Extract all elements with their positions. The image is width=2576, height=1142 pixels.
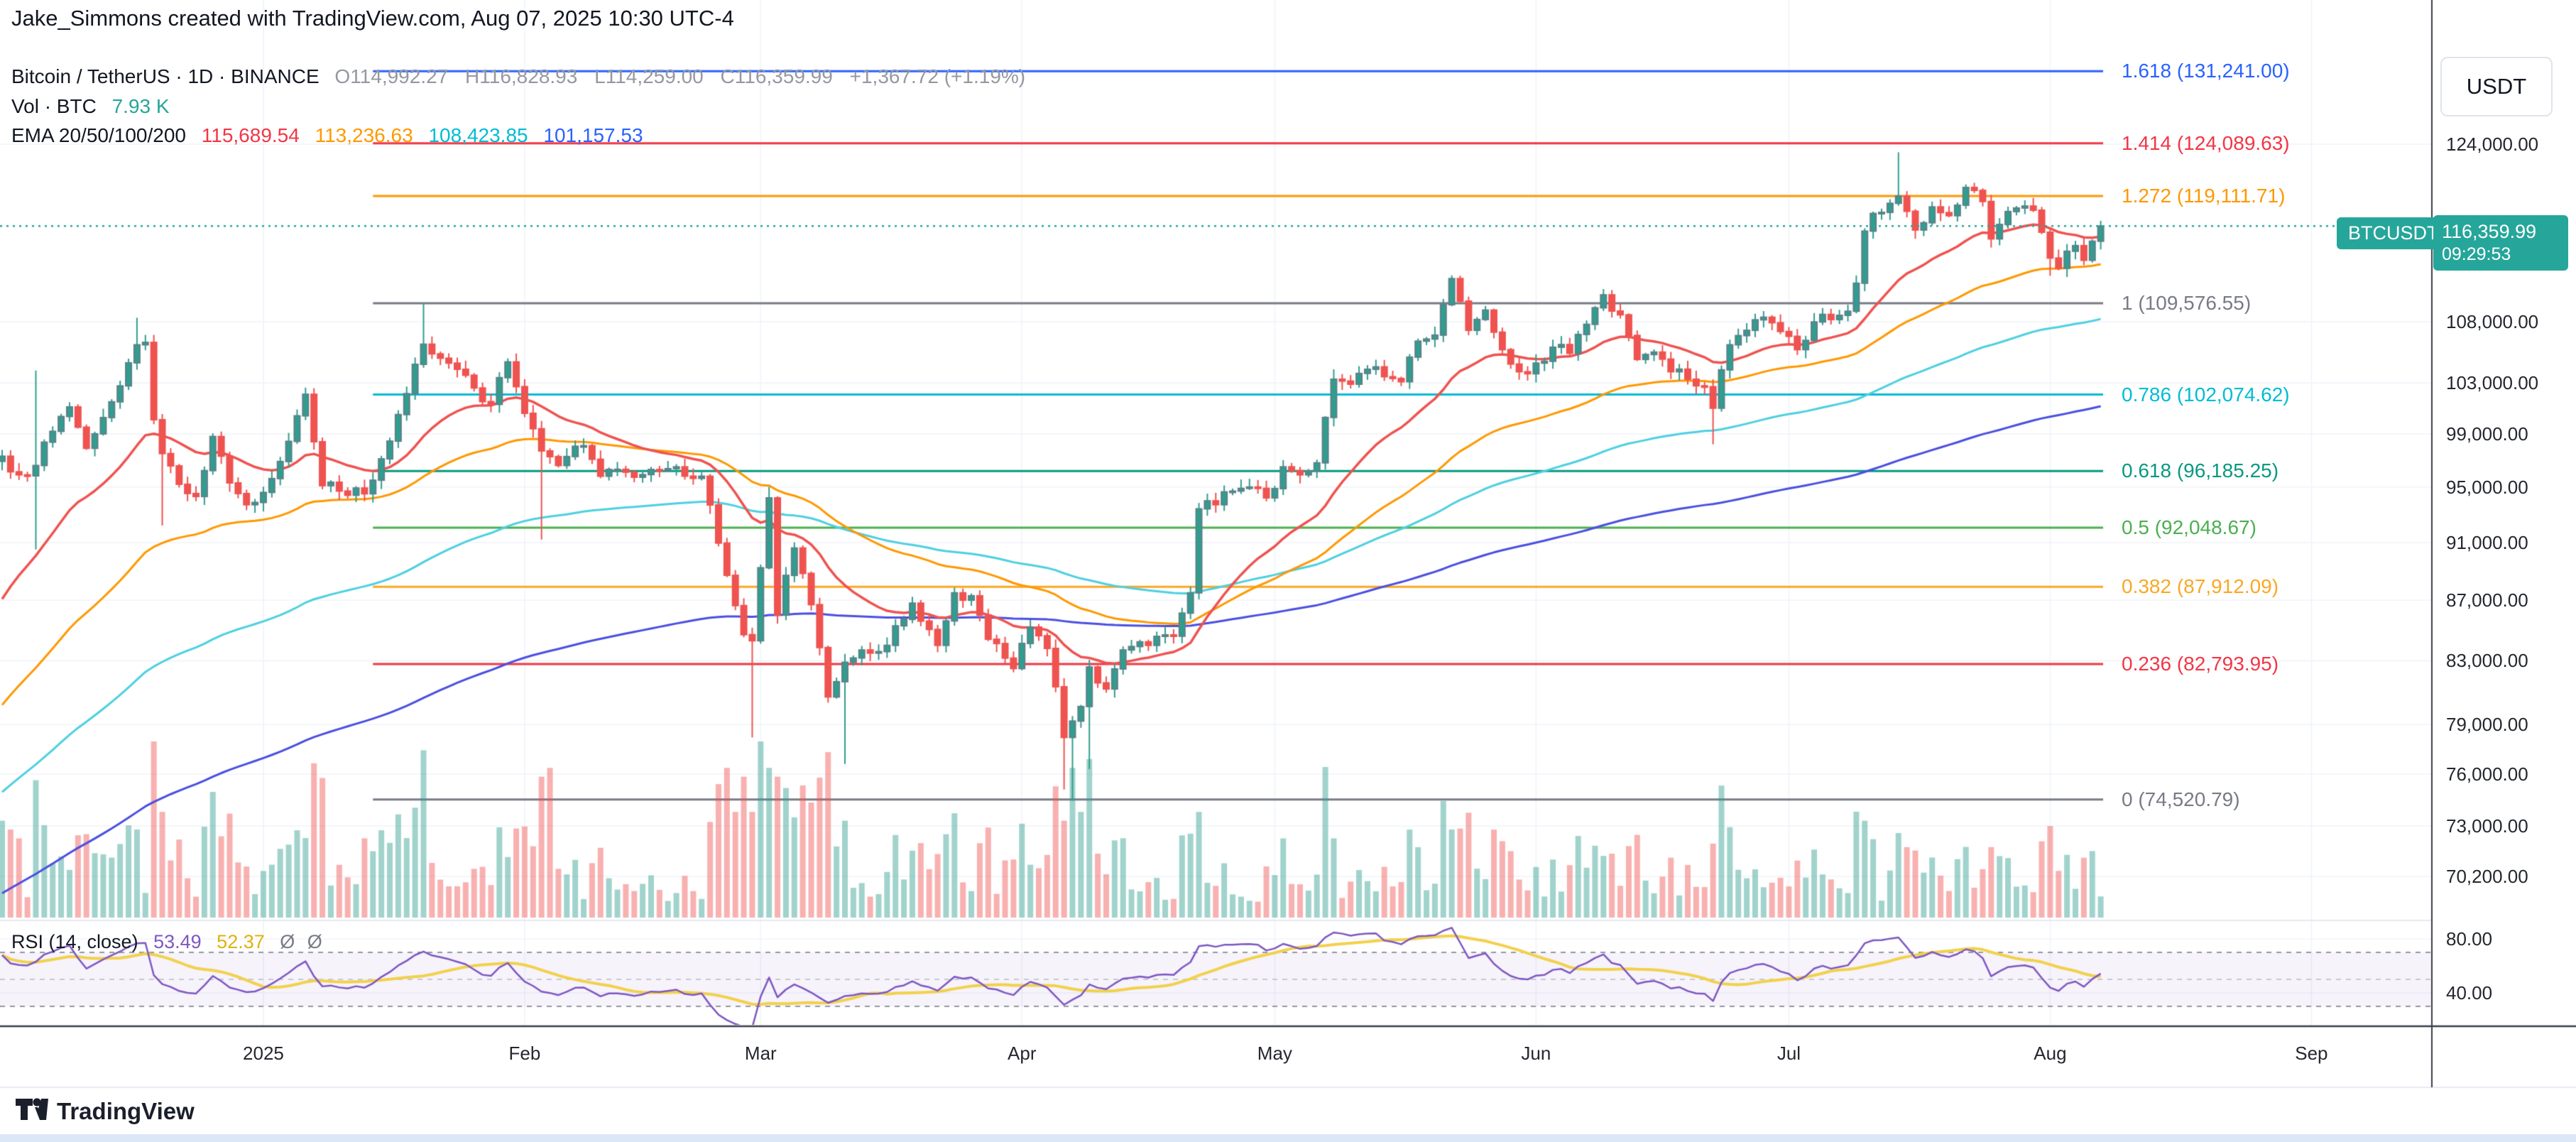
- ema-label: EMA 20/50/100/200: [11, 124, 186, 146]
- price-tick-label: 73,000.00: [2446, 815, 2528, 837]
- bar-countdown: 09:29:53: [2442, 244, 2511, 264]
- fib-level-label: 1 (109,576.55): [2122, 292, 2252, 315]
- time-axis-label-mar: Mar: [744, 1043, 777, 1064]
- symbol-legend-row[interactable]: Bitcoin / TetherUS · 1D · BINANCE O114,9…: [11, 65, 1035, 88]
- price-tick-label: 76,000.00: [2446, 763, 2528, 785]
- ohlc-high: H116,828.93: [465, 65, 578, 87]
- fib-level-label: 0.786 (102,074.62): [2122, 383, 2290, 406]
- time-axis-label-may: May: [1257, 1043, 1292, 1064]
- tradingview-logo-icon: [16, 1094, 48, 1128]
- volume-label: Vol · BTC: [11, 95, 97, 117]
- last-price-value: 116,359.99: [2442, 221, 2537, 242]
- ema100-value: 108,423.85: [428, 124, 528, 146]
- tradingview-footer[interactable]: TradingView: [16, 1094, 195, 1128]
- volume-value: 7.93 K: [111, 95, 170, 117]
- rsi-tick-label: 40.00: [2446, 982, 2493, 1004]
- rsi-legend-row[interactable]: RSI (14, close) 53.49 52.37 Ø Ø: [11, 931, 329, 953]
- time-axis-label-aug: Aug: [2034, 1043, 2067, 1064]
- price-tick-label: 103,000.00: [2446, 372, 2539, 394]
- symbol-title: Bitcoin / TetherUS · 1D · BINANCE: [11, 65, 320, 87]
- price-tick-label: 87,000.00: [2446, 589, 2528, 611]
- ohlc-close: C116,359.99: [720, 65, 833, 87]
- ema200-value: 101,157.53: [543, 124, 643, 146]
- price-tick-label: 108,000.00: [2446, 311, 2539, 333]
- time-axis-label-feb: Feb: [508, 1043, 541, 1064]
- currency-badge[interactable]: USDT: [2440, 57, 2553, 116]
- price-tick-label: 79,000.00: [2446, 713, 2528, 735]
- volume-legend-row[interactable]: Vol · BTC 7.93 K: [11, 95, 180, 118]
- price-tick-label: 99,000.00: [2446, 423, 2528, 445]
- time-axis-label-jun: Jun: [1521, 1043, 1551, 1064]
- price-tick-label: 124,000.00: [2446, 134, 2539, 155]
- time-axis-label-apr: Apr: [1008, 1043, 1037, 1064]
- rsi-value: 53.49: [153, 931, 202, 952]
- fib-level-label: 1.414 (124,089.63): [2122, 131, 2290, 154]
- ohlc-open: O114,992.27: [334, 65, 449, 87]
- fib-level-label: 0.5 (92,048.67): [2122, 516, 2256, 538]
- ema50-value: 113,236.63: [315, 124, 413, 146]
- rsi-settings-icon[interactable]: Ø: [307, 931, 322, 952]
- ohlc-low: L114,259.00: [594, 65, 704, 87]
- rsi-hide-icon[interactable]: Ø: [280, 931, 295, 952]
- fib-level-label: 0.618 (96,185.25): [2122, 459, 2279, 482]
- time-axis-label-sep: Sep: [2295, 1043, 2328, 1064]
- price-tick-label: 95,000.00: [2446, 476, 2528, 498]
- fib-level-label: 0 (74,520.79): [2122, 788, 2240, 810]
- rsi-label: RSI (14, close): [11, 931, 138, 952]
- ema-legend-row[interactable]: EMA 20/50/100/200 115,689.54 113,236.63 …: [11, 124, 653, 147]
- price-change: +1,367.72 (+1.19%): [849, 65, 1026, 87]
- price-tick-label: 83,000.00: [2446, 650, 2528, 672]
- time-axis-label-jul: Jul: [1777, 1043, 1801, 1064]
- tradingview-wordmark: TradingView: [57, 1097, 195, 1124]
- watermark-header: Jake_Simmons created with TradingView.co…: [11, 6, 734, 31]
- bottom-strip: [0, 1134, 2576, 1142]
- last-price-axis-badge[interactable]: 116,359.99 09:29:53: [2433, 215, 2568, 271]
- time-axis-label-2025: 2025: [243, 1043, 284, 1064]
- price-tick-label: 70,200.00: [2446, 865, 2528, 887]
- fib-level-label: 1.272 (119,111.71): [2122, 184, 2286, 207]
- fib-level-label: 0.382 (87,912.09): [2122, 575, 2279, 598]
- price-tick-label: 91,000.00: [2446, 531, 2528, 553]
- ema20-value: 115,689.54: [201, 124, 300, 146]
- fib-level-label: 0.236 (82,793.95): [2122, 652, 2279, 675]
- fib-level-label: 1.618 (131,241.00): [2122, 60, 2290, 82]
- rsi-tick-label: 80.00: [2446, 928, 2493, 950]
- rsi-ma-value: 52.37: [217, 931, 265, 952]
- symbol-price-flag[interactable]: BTCUSDT: [2337, 217, 2450, 249]
